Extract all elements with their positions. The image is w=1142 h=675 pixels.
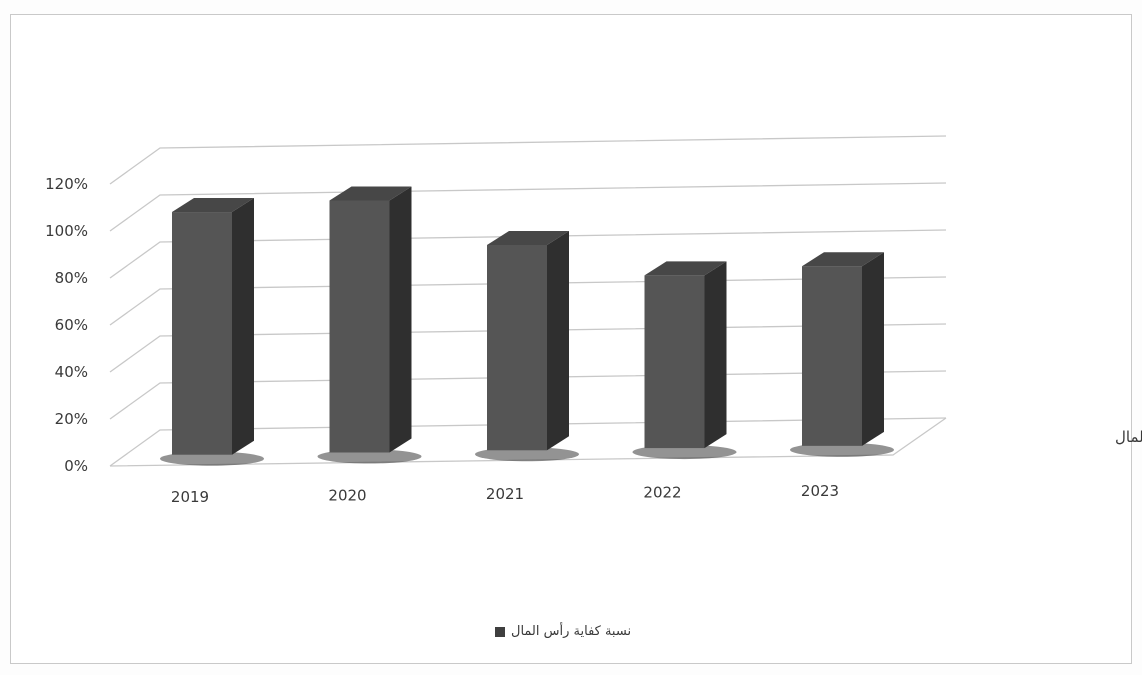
legend-swatch xyxy=(495,626,505,637)
x-tick-label: 2020 xyxy=(328,487,366,505)
bar-side xyxy=(704,261,727,449)
bar-top xyxy=(802,252,884,267)
bar xyxy=(632,261,737,460)
bar-front xyxy=(172,212,232,455)
y-tick-label: 80% xyxy=(55,269,88,287)
y-axis-ticks: 0% 20% 40% 60% 80% 100% 120% xyxy=(45,175,88,475)
bar-shadow xyxy=(790,442,894,457)
x-tick-label: 2022 xyxy=(643,484,681,502)
bar-top xyxy=(172,198,254,213)
x-tick-label: 2021 xyxy=(486,485,524,503)
bars xyxy=(160,186,894,466)
gridline xyxy=(109,182,947,232)
y-tick-label: 60% xyxy=(55,316,88,334)
bar-top xyxy=(487,230,569,245)
bar-top xyxy=(644,261,727,276)
bar xyxy=(790,252,894,457)
bar-side xyxy=(389,186,412,453)
y-tick-label: 120% xyxy=(45,175,88,193)
gridline xyxy=(109,135,947,185)
x-axis-ticks: 2019 2020 2021 2022 2023 xyxy=(171,482,839,506)
bar xyxy=(475,230,579,462)
legend: نسبة كفاية رأس المال xyxy=(495,624,631,639)
bar xyxy=(160,198,264,466)
bar-shadow xyxy=(160,451,264,466)
bar-shadow xyxy=(632,445,737,460)
legend-label: نسبة كفاية رأس المال xyxy=(511,624,632,639)
bar-front xyxy=(487,244,547,451)
bar-front xyxy=(802,266,862,446)
bar-front xyxy=(329,200,390,453)
y-tick-label: 40% xyxy=(55,363,88,381)
bar-side xyxy=(547,230,569,451)
bar-top xyxy=(329,186,412,201)
gridline xyxy=(109,229,947,279)
bar-front xyxy=(644,275,705,449)
bar-shadow xyxy=(475,447,579,462)
bar-side xyxy=(862,252,884,446)
bar-side xyxy=(232,198,254,455)
x-tick-label: 2023 xyxy=(801,482,839,500)
bar xyxy=(317,186,422,464)
x-tick-label: 2019 xyxy=(171,488,209,506)
bar-shadow xyxy=(317,449,422,464)
y-tick-label: 0% xyxy=(64,457,88,475)
depth-axis-label: نسبة كفاية رأس المال xyxy=(1115,427,1142,446)
y-tick-label: 20% xyxy=(55,410,88,428)
y-tick-label: 100% xyxy=(45,222,88,240)
